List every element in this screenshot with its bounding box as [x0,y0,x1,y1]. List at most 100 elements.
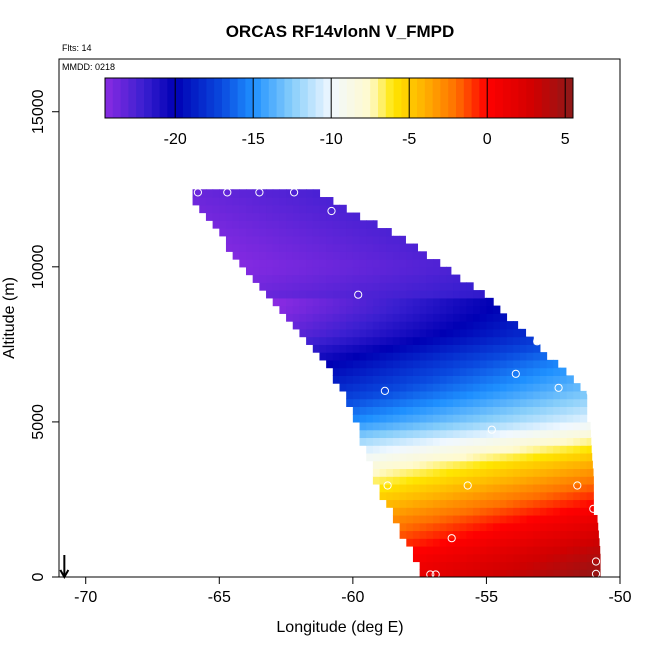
heatmap-cell [519,445,528,454]
heatmap-cell [246,235,254,245]
heatmap-cell [486,452,494,462]
x-axis: -70 -65 -60 -55 -50 [74,577,632,606]
heatmap-cell [252,204,260,214]
heatmap-cell [553,553,561,563]
heatmap-cell [279,290,287,299]
heatmap-cell [453,569,461,577]
heatmap-cell [412,266,421,276]
colorbar-segment [401,78,410,118]
heatmap-cell [286,220,294,229]
heatmap-cell [459,352,467,361]
heatmap-cell [286,243,294,252]
heatmap-cell [466,328,474,338]
heatmap-cell [326,204,334,214]
heatmap-cell [412,359,421,369]
heatmap-cell [513,445,521,454]
heatmap-cell [392,507,401,516]
heatmap-cell [406,538,414,547]
heatmap-cell [406,437,414,446]
heatmap-cell [412,522,421,532]
heatmap-cell [359,243,367,252]
colorbar-segment [206,78,215,118]
heatmap-cell [533,553,541,563]
heatmap-cell [419,259,427,268]
heatmap-cell [493,398,501,407]
heatmap-cell [433,460,441,470]
heatmap-cell [493,452,501,462]
heatmap-cell [506,352,514,361]
heatmap-cell [426,352,434,361]
heatmap-cell [506,538,514,547]
heatmap-cell [459,445,467,454]
heatmap-cell [312,189,321,198]
heatmap-cell [553,514,561,524]
heatmap-cell [412,491,421,501]
heatmap-cell [499,460,508,470]
heatmap-cell [453,290,461,299]
heatmap-cell [366,305,374,314]
heatmap-cell [499,530,508,539]
heatmap-cell [359,375,367,384]
colorbar-segment [518,78,527,118]
heatmap-cell [326,220,334,229]
heatmap-cell [566,522,574,532]
heatmap-cell [386,259,394,268]
heatmap-cell [332,336,341,345]
heatmap-cell [306,336,314,345]
heatmap-cell [319,212,327,221]
heatmap-cell [292,204,301,214]
heatmap-cell [466,545,474,555]
heatmap-cell [359,266,367,276]
heatmap-cell [239,212,247,221]
heatmap-cell [473,491,481,501]
heatmap-cell [246,197,254,206]
colorbar-segment [307,78,317,118]
heatmap-cell [579,491,588,501]
heatmap-cell [406,530,414,539]
heatmap-cell [439,514,447,524]
heatmap-cell [506,321,514,330]
heatmap-cell [573,390,581,400]
heatmap-cell [433,468,441,477]
heatmap-cell [486,561,494,570]
heatmap-cell [366,429,374,439]
heatmap-cell [453,483,461,493]
heatmap-cell [246,266,254,276]
heatmap-cell [419,390,427,400]
colorbar-segment [323,78,332,118]
colorbar-segment [175,78,184,118]
heatmap-cell [526,421,534,431]
heatmap-cell [426,545,434,555]
heatmap-cell [526,569,534,577]
heatmap-cell [479,414,488,423]
heatmap-cell [479,522,488,532]
heatmap-cell [533,545,541,555]
heatmap-cell [279,212,287,221]
heatmap-cell [479,553,488,563]
heatmap-cell [399,429,407,439]
heatmap-cell [539,514,548,524]
heatmap-cell [459,328,467,338]
heatmap-cell [379,398,387,407]
heatmap-cell [473,514,481,524]
colorbar-segment [136,78,145,118]
heatmap-cell [433,483,441,493]
heatmap-cell [433,390,441,400]
heatmap-cell [466,344,474,353]
heatmap-cell [379,375,387,384]
heatmap-cell [466,421,474,431]
heatmap-cell [252,251,260,260]
heatmap-cell [513,321,519,330]
heatmap-cell [259,204,267,214]
heatmap-cell [573,383,581,392]
heatmap-cell [292,220,301,229]
heatmap-cell [579,522,588,532]
heatmap-cell [346,344,354,353]
heatmap-cell [559,460,568,470]
heatmap-cell [212,220,220,229]
heatmap-cell [526,336,534,345]
heatmap-cell [459,390,467,400]
heatmap-cell [433,274,441,283]
heatmap-cell [406,406,414,415]
heatmap-cell [466,468,474,477]
